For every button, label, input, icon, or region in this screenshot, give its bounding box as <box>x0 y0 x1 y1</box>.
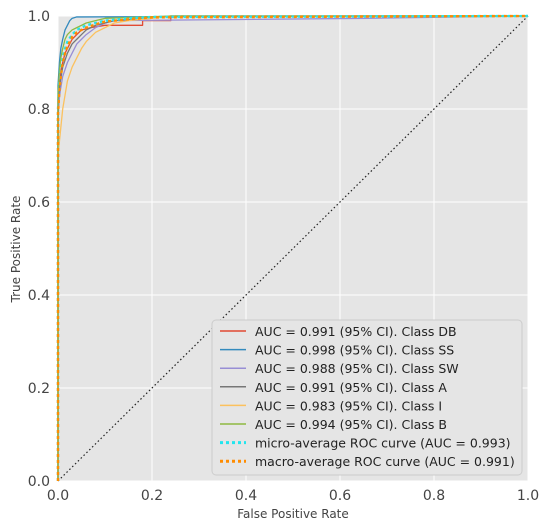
roc-curve-2 <box>57 15 528 481</box>
legend-label-5: AUC = 0.983 (95% CI). Class I <box>255 398 442 413</box>
x-tick-label: 0.4 <box>235 488 257 504</box>
roc-curve-6 <box>57 15 528 481</box>
legend-label-3: AUC = 0.988 (95% CI). Class SW <box>255 361 459 376</box>
x-tick-label: 0.6 <box>329 488 351 504</box>
y-tick-label: 0.0 <box>28 474 50 490</box>
x-tick-label: 0.0 <box>47 488 69 504</box>
grid <box>57 15 529 482</box>
legend-label-8: macro-average ROC curve (AUC = 0.991) <box>255 454 515 469</box>
x-tick-label: 0.8 <box>423 488 445 504</box>
roc-curve-5 <box>57 15 528 481</box>
tick-labels: 0.0 0.2 0.4 0.6 0.8 1.0 0.0 0.2 0.4 0.6 0.8 1.0 <box>28 9 539 504</box>
roc-curve-8 <box>56 14 529 481</box>
legend-label-2: AUC = 0.998 (95% CI). Class SS <box>255 343 454 358</box>
y-tick-label: 0.6 <box>28 195 50 211</box>
x-tick-label: 1.0 <box>517 488 539 504</box>
roc-curves <box>56 14 529 481</box>
legend-label-7: micro-average ROC curve (AUC = 0.993) <box>255 436 511 451</box>
legend-label-4: AUC = 0.991 (95% CI). Class A <box>255 380 447 395</box>
legend-label-1: AUC = 0.991 (95% CI). Class DB <box>255 324 457 339</box>
x-axis-label: False Positive Rate <box>237 507 349 521</box>
legend-label-6: AUC = 0.994 (95% CI). Class B <box>255 417 447 432</box>
y-tick-label: 0.4 <box>28 288 50 304</box>
y-tick-label: 0.8 <box>28 102 50 118</box>
x-tick-label: 0.2 <box>141 488 163 504</box>
y-axis-label: True Positive Rate <box>9 196 23 304</box>
legend: AUC = 0.991 (95% CI). Class DB AUC = 0.99… <box>211 319 523 476</box>
y-tick-label: 1.0 <box>28 9 50 25</box>
legend-box <box>211 319 523 476</box>
y-tick-label: 0.2 <box>28 381 50 397</box>
